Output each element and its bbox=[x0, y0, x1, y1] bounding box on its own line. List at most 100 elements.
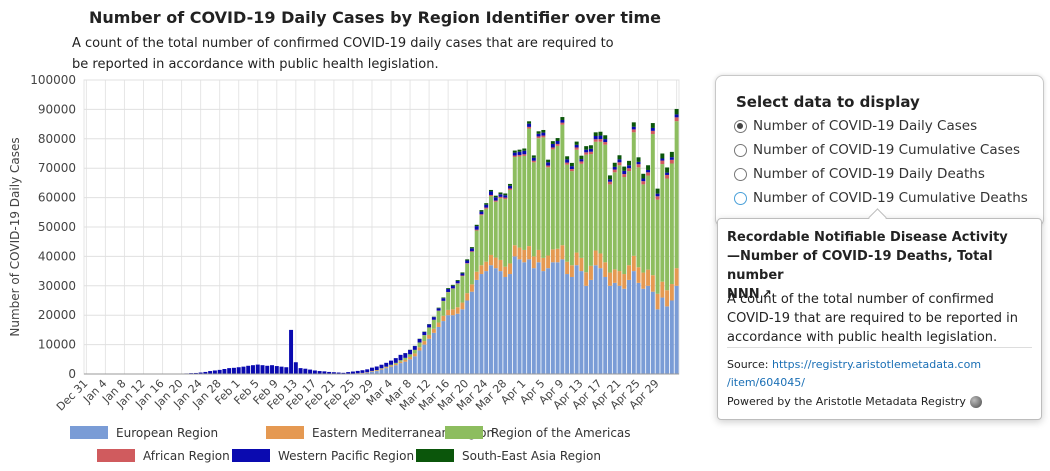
bar-segment bbox=[541, 257, 546, 272]
bar-segment bbox=[312, 370, 317, 374]
radio-cumulative-deaths[interactable] bbox=[734, 191, 747, 205]
bar-segment bbox=[493, 200, 498, 202]
tooltip-title: Recordable Notifiable Disease Activity —… bbox=[727, 228, 1032, 304]
y-tick-label: 20000 bbox=[38, 308, 76, 322]
bar-segment bbox=[641, 178, 646, 182]
radio-daily-deaths[interactable] bbox=[734, 167, 747, 181]
bar-segment bbox=[484, 204, 489, 208]
bar-segment bbox=[536, 133, 541, 137]
bar-segment bbox=[365, 372, 370, 374]
bar-segment bbox=[489, 196, 493, 255]
bar-segment bbox=[284, 367, 289, 374]
bar-segment bbox=[370, 367, 374, 371]
bar-segment bbox=[469, 247, 474, 249]
bar-segment bbox=[465, 259, 470, 261]
bar-segment bbox=[674, 285, 679, 374]
bar-segment bbox=[370, 371, 374, 372]
bar-segment bbox=[208, 371, 213, 374]
radio-daily-cases[interactable] bbox=[734, 119, 747, 133]
bar-segment bbox=[412, 349, 417, 354]
bar-segment bbox=[646, 169, 651, 173]
bar-segment bbox=[431, 319, 436, 329]
bar-segment bbox=[346, 372, 351, 374]
bar-segment bbox=[403, 353, 408, 358]
bar-segment bbox=[593, 132, 598, 137]
bar-segment bbox=[465, 260, 470, 264]
option-cumulative-deaths[interactable]: Number of COVID-19 Cumulative Deaths bbox=[734, 190, 1028, 206]
bar-segment bbox=[603, 262, 608, 277]
source-link[interactable]: https://registry.aristotlemetadata.com/i… bbox=[727, 358, 982, 389]
bar-segment bbox=[603, 135, 608, 140]
bar-segment bbox=[465, 300, 470, 374]
bar-segment bbox=[274, 366, 279, 374]
bar-segment bbox=[469, 284, 474, 292]
bar-segment bbox=[317, 371, 322, 374]
bar-segment bbox=[555, 141, 560, 144]
bar-segment bbox=[408, 354, 413, 357]
bar-segment bbox=[608, 179, 612, 182]
bar-segment bbox=[584, 152, 589, 155]
bar-segment bbox=[479, 211, 484, 215]
bar-segment bbox=[479, 210, 484, 212]
bar-segment bbox=[655, 193, 660, 197]
bar-segment bbox=[669, 151, 674, 158]
tooltip-title-line3[interactable]: NNN bbox=[727, 287, 760, 302]
option-daily-deaths[interactable]: Number of COVID-19 Daily Deaths bbox=[734, 166, 985, 182]
bar-segment bbox=[622, 170, 627, 175]
option-daily-cases[interactable]: Number of COVID-19 Daily Cases bbox=[734, 118, 977, 134]
bar-segment bbox=[655, 199, 660, 294]
bar-segment bbox=[517, 247, 522, 260]
bar-segment bbox=[531, 162, 536, 257]
bar-segment bbox=[341, 372, 346, 374]
bar-segment bbox=[512, 256, 517, 374]
bar-segment bbox=[579, 271, 584, 374]
bar-segment bbox=[370, 371, 374, 374]
bar-segment bbox=[565, 274, 570, 374]
bar-segment bbox=[588, 148, 593, 152]
bar-segment bbox=[255, 364, 260, 374]
bar-segment bbox=[512, 157, 517, 246]
bar-segment bbox=[574, 265, 579, 374]
bar-segment bbox=[389, 364, 393, 366]
bar-segment bbox=[627, 171, 631, 266]
bar-segment bbox=[322, 371, 327, 374]
bar-segment bbox=[393, 364, 398, 366]
bar-segment bbox=[665, 306, 670, 374]
bar-segment bbox=[455, 307, 460, 314]
bar-segment bbox=[584, 154, 589, 273]
y-tick-label: 90000 bbox=[38, 102, 76, 116]
radio-cumulative-cases[interactable] bbox=[734, 143, 747, 157]
bar-segment bbox=[474, 224, 479, 227]
info-tooltip: Recordable Notifiable Disease Activity —… bbox=[717, 218, 1042, 420]
bar-segment bbox=[617, 285, 622, 374]
bar-segment bbox=[584, 146, 589, 150]
bar-segment bbox=[531, 157, 536, 161]
bar-segment bbox=[655, 309, 660, 374]
bar-segment bbox=[517, 154, 522, 157]
bar-segment bbox=[384, 368, 389, 374]
bar-segment bbox=[355, 370, 360, 374]
bar-segment bbox=[612, 166, 617, 170]
legend-swatch bbox=[445, 426, 483, 439]
option-cumulative-cases[interactable]: Number of COVID-19 Cumulative Cases bbox=[734, 142, 1020, 158]
bar-segment bbox=[479, 265, 484, 275]
bar-segment bbox=[617, 165, 622, 272]
legend-swatch bbox=[266, 426, 304, 439]
bar-segment bbox=[412, 346, 417, 350]
bar-segment bbox=[617, 155, 622, 160]
bar-segment bbox=[588, 154, 593, 266]
bar-segment bbox=[460, 302, 465, 310]
bar-segment bbox=[636, 167, 641, 268]
bar-segment bbox=[546, 162, 551, 166]
bar-segment bbox=[469, 248, 474, 252]
bar-segment bbox=[431, 332, 436, 374]
tooltip-title-line2: —Number of COVID-19 Deaths, Total number bbox=[727, 249, 993, 283]
external-link-icon[interactable]: ↗ bbox=[761, 287, 772, 301]
bar-segment bbox=[627, 265, 631, 280]
bar-segment bbox=[650, 123, 655, 128]
bar-segment bbox=[655, 293, 660, 310]
bar-segment bbox=[622, 166, 627, 171]
bar-segment bbox=[541, 137, 546, 258]
bar-segment bbox=[565, 156, 570, 160]
bar-segment bbox=[389, 365, 393, 367]
